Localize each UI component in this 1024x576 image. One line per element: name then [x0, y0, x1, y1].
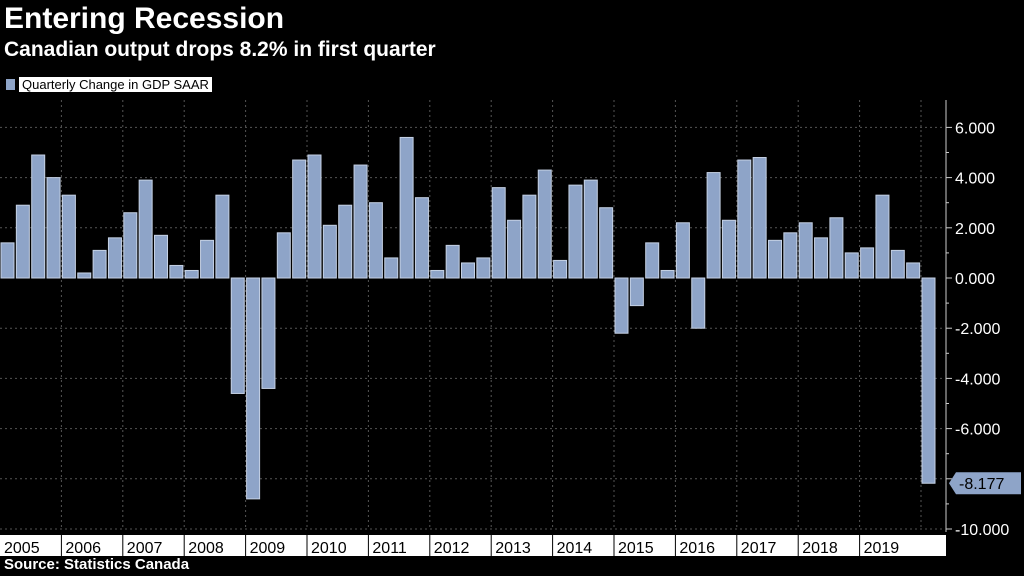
bar: [92, 249, 107, 279]
bar: [875, 194, 890, 279]
bar: [752, 157, 767, 279]
bar: [307, 154, 322, 279]
bar: [123, 212, 138, 279]
y-tick-label: -6.000: [955, 422, 1000, 439]
bar: [691, 277, 706, 329]
bar: [553, 259, 568, 279]
legend: Quarterly Change in GDP SAAR: [6, 77, 212, 92]
bar: [61, 194, 76, 279]
x-tick-label: 2005: [4, 540, 40, 557]
bar: [338, 204, 353, 279]
y-tick-label: -2.000: [955, 321, 1000, 338]
bar: [322, 224, 337, 279]
bar: [706, 172, 721, 279]
x-tick-label: 2015: [618, 540, 654, 557]
bar: [384, 257, 399, 279]
bar: [276, 232, 291, 279]
y-tick-label: 6.000: [955, 120, 995, 137]
last-value-callout: [949, 472, 1021, 495]
bar: [583, 179, 598, 279]
y-tick-label: 4.000: [955, 171, 995, 188]
bar: [476, 257, 491, 279]
bar: [445, 244, 460, 279]
bar: [614, 277, 629, 334]
bar: [138, 179, 153, 279]
bar: [15, 204, 30, 279]
bar: [230, 277, 245, 394]
y-tick-label: 2.000: [955, 221, 995, 238]
bar: [629, 277, 644, 307]
last-value-label: -8.177: [959, 476, 1004, 493]
bar: [414, 197, 429, 279]
y-tick-label: -4.000: [955, 371, 1000, 388]
x-tick-label: 2018: [802, 540, 838, 557]
bar: [154, 234, 168, 279]
bar: [46, 177, 61, 279]
bar: [430, 269, 445, 279]
x-tick-label: 2017: [741, 540, 777, 557]
chart-title: Entering Recession: [4, 2, 285, 35]
x-tick-label: 2006: [65, 540, 101, 557]
bar: [0, 242, 15, 279]
x-tick-label: 2009: [250, 540, 286, 557]
y-tick-label: -10.000: [955, 522, 1009, 539]
bar: [31, 154, 46, 279]
legend-swatch: [6, 79, 15, 90]
bar: [568, 184, 583, 279]
bar: [890, 249, 905, 279]
x-tick-label: 2014: [557, 540, 593, 557]
bar: [798, 222, 813, 279]
bar: [675, 222, 690, 279]
chart-subtitle: Canadian output drops 8.2% in first quar…: [4, 38, 436, 61]
bar: [522, 194, 537, 279]
bar: [215, 194, 230, 279]
bar: [844, 252, 859, 279]
source-note: Source: Statistics Canada: [4, 556, 190, 573]
bar: [246, 277, 261, 500]
bar: [353, 164, 368, 279]
bar: [491, 187, 506, 279]
bar: [292, 159, 307, 279]
bar: [921, 277, 936, 484]
bar: [768, 239, 782, 279]
y-tick-label: 0.000: [955, 271, 995, 288]
bar: [860, 247, 875, 279]
bar: [814, 237, 829, 279]
bar: [537, 169, 552, 279]
x-tick-label: 2012: [434, 540, 470, 557]
bar: [169, 264, 184, 279]
bar: [200, 239, 215, 279]
legend-label: Quarterly Change in GDP SAAR: [19, 77, 212, 92]
bar: [721, 219, 736, 279]
bar: [261, 277, 276, 389]
x-tick-label: 2007: [127, 540, 163, 557]
bar: [461, 262, 475, 279]
bar: [77, 272, 92, 279]
bar: [906, 262, 921, 279]
bar: [829, 217, 844, 279]
x-tick-label: 2016: [679, 540, 715, 557]
x-tick-label: 2010: [311, 540, 347, 557]
x-axis-band: [0, 535, 946, 556]
bar: [399, 136, 414, 279]
bar: [660, 269, 675, 279]
bar: [599, 207, 614, 279]
bar: [645, 242, 660, 279]
bar: [184, 269, 199, 279]
bar: [368, 202, 383, 279]
bar: [507, 219, 522, 279]
bar: [737, 159, 752, 279]
x-tick-label: 2019: [864, 540, 900, 557]
x-tick-label: 2013: [495, 540, 531, 557]
bar: [783, 232, 798, 279]
bar: [107, 237, 122, 279]
x-tick-label: 2011: [372, 540, 407, 557]
x-tick-label: 2008: [188, 540, 224, 557]
